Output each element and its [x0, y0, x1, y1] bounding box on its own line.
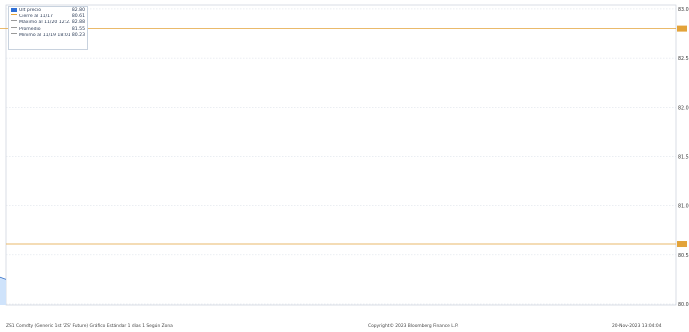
legend-label: Mínimo al 11/19 18:01: [19, 32, 70, 38]
legend-item: Máximo al 11/20 12:23 82.88: [11, 20, 85, 26]
legend-label: Máximo al 11/20 12:23: [19, 20, 70, 26]
line-icon: [11, 20, 17, 22]
legend-label: Promedio: [19, 26, 41, 32]
legend-value: 81.55: [71, 26, 85, 32]
legend-value: 80.23: [71, 32, 85, 38]
footer-security: ZS1 Comdty (Generic 1st 'ZS' Future) Grá…: [6, 324, 173, 329]
close-price-marker: [677, 241, 687, 248]
footer-copyright: Copyright© 2023 Bloomberg Finance L.P.: [368, 324, 459, 329]
y-tick-label: 81.0: [678, 204, 689, 210]
footer-timestamp: 20-Nov-2023 13:04:04: [612, 324, 662, 329]
y-tick-label: 82.5: [678, 56, 689, 62]
legend-item: Mínimo al 11/19 18:01 80.23: [11, 32, 85, 39]
chart-grid: [5, 4, 677, 306]
filled-square-icon: [11, 8, 17, 12]
price-area: [0, 276, 7, 305]
line-icon: [11, 32, 17, 34]
legend-item: Cierre al 11/17 80.61: [11, 14, 85, 20]
price-line: [0, 276, 7, 280]
price-area-fill: [0, 277, 6, 305]
legend-value: 80.61: [71, 14, 85, 20]
y-tick-label: 82.0: [678, 105, 689, 111]
plot-frame: [5, 4, 677, 306]
legend-item: Promedio 81.55: [11, 26, 85, 33]
y-tick-label: 80.0: [678, 302, 689, 308]
y-tick-label: 81.5: [678, 154, 689, 160]
reference-lines: 82.7981.79: [0, 25, 687, 248]
dashed-line-icon: [11, 14, 17, 16]
legend-value: 82.80: [71, 8, 85, 13]
chart-legend: Ult precio 82.80 Cierre al 11/17 80.61 Máxim…: [8, 6, 88, 50]
line-icon: [11, 26, 17, 28]
y-axis: 80.0 80.5 81.0 81.5 82.0 82.5 83.0: [678, 7, 689, 308]
legend-label: Ult precio: [19, 8, 42, 13]
y-tick-label: 83.0: [678, 7, 689, 13]
legend-label: Cierre al 11/17: [19, 14, 53, 20]
legend-value: 82.88: [71, 20, 85, 26]
y-tick-label: 80.5: [678, 253, 689, 259]
last-price-marker: [677, 25, 687, 32]
legend-item: Ult precio 82.80: [11, 8, 85, 14]
